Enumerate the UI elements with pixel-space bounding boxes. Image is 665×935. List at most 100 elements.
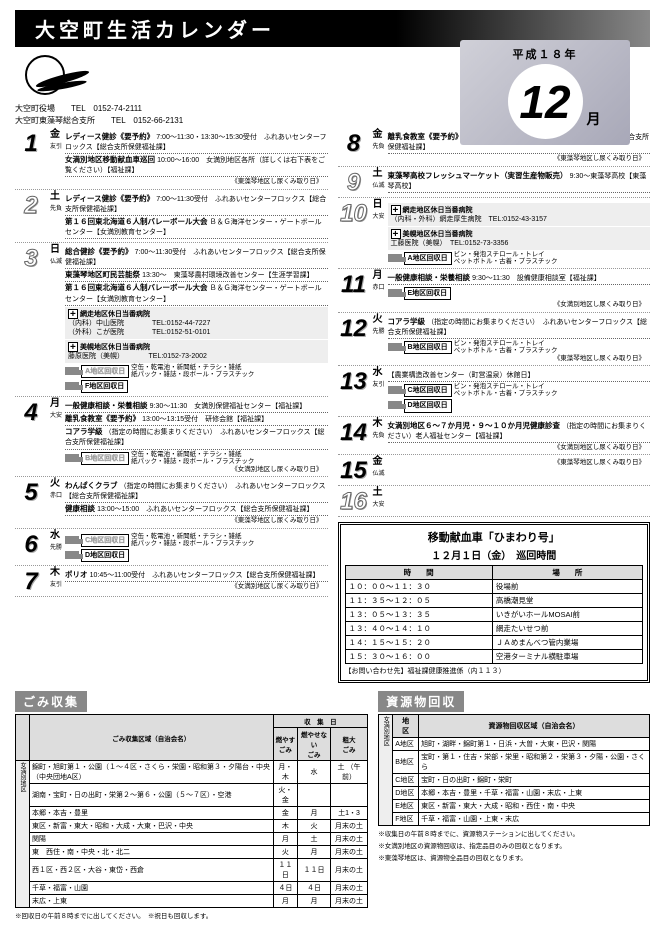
day-row: 15金仏滅《東藻琴地区し尿くみ取り日》 <box>338 457 651 486</box>
table-row: 湖南・宝町・日の出町・栄第２～第６・公園（５～７区）・空港火・金 <box>16 784 368 807</box>
table-row: 東 西住・南・中央・北・北二火月月末の土 <box>16 846 368 859</box>
day-number: 10 <box>338 200 370 228</box>
event: 女満別地区６～７か月児・９～１０か月児健康診査 （指定の時間にお集まりください）… <box>388 421 650 441</box>
event: 離乳食教室《要予約》 13:00～13:15受付 研修会館【福祉課】 <box>65 414 327 424</box>
left-column: 1金友引レディース健診《要予約》 7:00～11:30・13:30～15:30受… <box>15 130 328 683</box>
day-content: コアラ学級 （指定の時間にお集まりください） ふれあいセンターフロックス【総合支… <box>388 315 650 366</box>
header: 大空町生活カレンダー 大空町役場 TEL 0152-74-2111大空町東藻琴総… <box>15 10 650 130</box>
day-row: 2土先負レディース健診《要予約》 7:00～11:30受付 ふれあいセンターフロ… <box>15 192 328 243</box>
truck-icon <box>65 382 79 390</box>
event: 東藻琴高校フレッシュマーケット（実習生産物販売） 9:30～東藻琴高校【東藻琴高… <box>388 171 650 191</box>
table-row: B地区宝町・第１・住吉・栄部・栄里・昭和第２・栄第３・夕陽・公園・さくら <box>379 751 650 774</box>
day-of-week: 水先勝 <box>50 531 62 551</box>
day-row: 3日仏滅総合健診《要予約》 7:00～11:30受付 ふれあいセンターフロックス… <box>15 245 328 397</box>
month-number: 12 <box>519 75 570 129</box>
day-of-week: 日仏滅 <box>50 245 62 265</box>
event: 女満別地区移動献血車巡回 10:00～16:00 女満別地区各所（詳しくは右下表… <box>65 155 327 175</box>
table-row: D地区本郷・本吉・豊里・千草・福富・山園・末広・上東 <box>379 787 650 800</box>
day-content: 女満別地区６～７か月児・９～１０か月児健康診査 （指定の時間にお集まりください）… <box>388 419 650 455</box>
right-column: 8金先負離乳食教室《要予約》 9:45～10:00受付 ふれあいセンターフロック… <box>338 130 651 683</box>
day-note: 《女満別地区し尿くみ取り日》 <box>388 301 650 309</box>
day-number: 7 <box>15 568 47 596</box>
day-row: 16土大安 <box>338 488 651 517</box>
day-note: 《東藻琴地区し尿くみ取り日》 <box>388 459 650 467</box>
truck-icon <box>65 551 79 559</box>
collection-badge: A地区回収日 <box>404 252 452 265</box>
table-row: C地区宝町・日の出町・錦町・栄町 <box>379 774 650 787</box>
event: 第１６回東北海道６人制バレーボール大会 Ｂ＆Ｇ海洋センター・ゲートボールセンター… <box>65 217 327 237</box>
table-row: 女満別地区錦町・旭町第１・公園（１～４区・さくら・栄園・昭和第３・夕陽台・中央（… <box>16 761 368 784</box>
day-content: 総合健診《要予約》 7:00～11:30受付 ふれあいセンターフロックス【総合支… <box>65 245 327 396</box>
day-content: 《東藻琴地区し尿くみ取り日》 <box>388 457 650 469</box>
collection-badge: F地区回収日 <box>81 380 128 393</box>
collection-badge: C地区回収日 <box>404 384 452 397</box>
recycle-footnote: ※東藻琴地区は、資源物全品目の回収となります。 <box>378 852 650 862</box>
day-row: 14木先負女満別地区６～７か月児・９～１０か月児健康診査 （指定の時間にお集まり… <box>338 419 651 456</box>
event: わんぱくクラブ （指定の時間にお集まりください） ふれあいセンターフロックス【総… <box>65 481 327 501</box>
garbage-table: ごみ収集区域（自治会名）収 集 日 燃やすごみ燃やせないごみ粗大ごみ女満別地区錦… <box>15 714 368 908</box>
day-note: 《女満別地区し尿くみ取り日》 <box>388 444 650 452</box>
day-of-week: 金友引 <box>50 130 62 150</box>
table-row: 本郷・本吉・豊里金月土1・3 <box>16 807 368 820</box>
hospital-icon <box>68 309 78 319</box>
day-row: 9土仏滅東藻琴高校フレッシュマーケット（実習生産物販売） 9:30～東藻琴高校【… <box>338 169 651 198</box>
day-number: 2 <box>15 192 47 220</box>
event: 総合健診《要予約》 7:00～11:30受付 ふれあいセンターフロックス【総合支… <box>65 247 327 267</box>
collection-badge: C地区回収日 <box>81 534 129 547</box>
day-number: 9 <box>338 169 370 197</box>
day-note: 《東藻琴地区し尿くみ取り日》 <box>388 355 650 363</box>
day-of-week: 月赤口 <box>373 271 385 291</box>
month-suffix: 月 <box>587 109 601 129</box>
event: コアラ学級 （指定の時間にお集まりください） ふれあいセンターフロックス【総合支… <box>388 317 650 337</box>
day-of-week: 木友引 <box>50 568 62 588</box>
day-content: 一般健康相談・栄養相談 9:30～11:30 女満別保健福祉センター【福祉課】離… <box>65 399 327 476</box>
event: 第１６回東北海道６人制バレーボール大会 Ｂ＆Ｇ海洋センター・ゲートボールセンター… <box>65 283 327 303</box>
day-of-week: 火赤口 <box>50 479 62 499</box>
day-of-week: 火先勝 <box>373 315 385 335</box>
truck-icon <box>388 254 402 262</box>
table-row: １０：００～１１：３０役場前 <box>345 580 643 594</box>
event: 健康相談 13:00～15:00 ふれあいセンターフロックス【総合支所保健福祉課… <box>65 504 327 514</box>
day-content: わんぱくクラブ （指定の時間にお集まりください） ふれあいセンターフロックス【総… <box>65 479 327 528</box>
day-number: 3 <box>15 245 47 273</box>
truck-icon <box>65 367 79 375</box>
event: コアラ学級 （指定の時間にお集まりください） ふれあいセンターフロックス【総合支… <box>65 427 327 447</box>
day-row: 10日大安網走地区休日当番病院（内科・外科）網走厚生病院 TEL:0152-43… <box>338 200 651 269</box>
day-note: 《女満別地区し尿くみ取り日》 <box>65 583 327 591</box>
recycle-footnote: ※女満別地区の資源物回収は、指定品目のみの回収となります。 <box>378 840 650 850</box>
day-number: 4 <box>15 399 47 427</box>
collection-row: C地区回収日 空缶・乾電池・新聞紙・チラシ・雑紙紙パック・雑誌・段ボール・プラス… <box>65 533 327 548</box>
collection-row: D地区回収日 <box>388 398 650 413</box>
collection-row: F地区回収日 <box>65 379 327 394</box>
logo-area: 大空町役場 TEL 0152-74-2111大空町東藻琴総合支所 TEL 015… <box>15 55 183 127</box>
day-note: 《東藻琴地区し尿くみ取り日》 <box>65 517 327 525</box>
day-content <box>388 488 650 492</box>
day-content: 網走地区休日当番病院（内科・外科）網走厚生病院 TEL:0152-43-3157… <box>388 200 650 268</box>
day-number: 5 <box>15 479 47 507</box>
collection-badge: D地区回収日 <box>81 549 129 562</box>
day-of-week: 月大安 <box>50 399 62 419</box>
blood-note: 【お問い合わせ先】福祉課健康推進係（内１１３） <box>345 666 644 676</box>
recycle-table: 女満別地区地 区資源物回収区域（自治会名）A地区旭町・湖畔・錦町第１・日浜・大曽… <box>378 714 650 826</box>
hospital-block: 網走地区休日当番病院（内科）中山医院 TEL:0152-44-7227（外科）こ… <box>65 307 327 339</box>
blood-schedule-table: 時 間場 所 １０：００～１１：３０役場前１１：３５～１２：０５高橋潮見堂１３：… <box>345 565 644 664</box>
day-of-week: 金先負 <box>373 130 385 150</box>
hospital-icon <box>68 342 78 352</box>
day-row: 1金友引レディース健診《要予約》 7:00～11:30・13:30～15:30受… <box>15 130 328 190</box>
table-row: １１：３５～１２：０５高橋潮見堂 <box>345 594 643 608</box>
day-content: レディース健診《要予約》 7:00～11:30・13:30～15:30受付 ふれ… <box>65 130 327 189</box>
truck-icon <box>388 343 402 351</box>
bottom-section: ごみ収集 ごみ収集区域（自治会名）収 集 日 燃やすごみ燃やせないごみ粗大ごみ女… <box>15 691 650 920</box>
garbage-section: ごみ収集 ごみ収集区域（自治会名）収 集 日 燃やすごみ燃やせないごみ粗大ごみ女… <box>15 691 368 920</box>
day-number: 12 <box>338 315 370 343</box>
day-row: 4月大安一般健康相談・栄養相談 9:30～11:30 女満別保健福祉センター【福… <box>15 399 328 477</box>
day-content: 一般健康相談・栄養相談 9:30～11:30 設備健康相談室【福祉課】E地区回収… <box>388 271 650 312</box>
table-row: E地区東区・新富・東大・大成・昭和・西住・南・中央 <box>379 800 650 813</box>
table-row: 関陽月土月末の土 <box>16 833 368 846</box>
table-row: 末広・上東月月月末の土 <box>16 895 368 908</box>
day-of-week: 土先負 <box>50 192 62 212</box>
truck-icon <box>388 386 402 394</box>
event: 一般健康相談・栄養相談 9:30～11:30 女満別保健福祉センター【福祉課】 <box>65 401 327 411</box>
truck-icon <box>65 454 79 462</box>
day-number: 1 <box>15 130 47 158</box>
